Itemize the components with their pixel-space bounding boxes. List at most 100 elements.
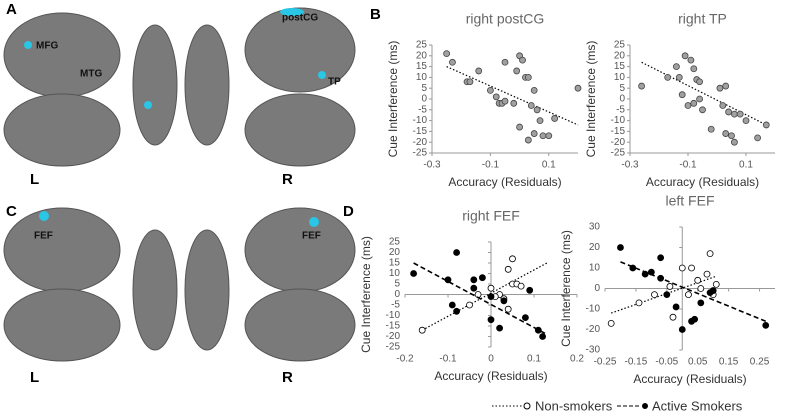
point (475, 67, 483, 75)
legend-marker (523, 402, 531, 410)
y-tick-label: -25 (386, 342, 401, 353)
point (466, 78, 474, 86)
y-tick-label: 10 (416, 72, 428, 83)
point (657, 254, 665, 262)
point (696, 95, 703, 103)
x-tick-label: -0.15 (625, 357, 648, 368)
y-tick-label: -20 (611, 137, 626, 148)
region-label: FEF (302, 231, 321, 242)
x-tick-label: -0.25 (594, 357, 617, 368)
legend-label: Non-smokers (535, 398, 613, 413)
y-tick-label: 15 (416, 61, 428, 72)
point (709, 287, 717, 294)
point (530, 130, 538, 137)
y-tick-label: 5 (421, 83, 427, 94)
point (731, 110, 738, 118)
point (524, 136, 532, 144)
y-tick-label: -10 (386, 310, 401, 321)
brain-medial-right (244, 288, 356, 362)
brain-panel-a: A MFG MTG postCG TP L R (3, 1, 356, 188)
point (641, 270, 649, 278)
point (725, 108, 732, 116)
point (678, 91, 686, 99)
activation (39, 211, 49, 221)
point (496, 324, 504, 332)
y-tick-label: -10 (611, 115, 626, 126)
y-tick-label: 30 (589, 222, 601, 233)
point (510, 99, 518, 107)
point (651, 291, 658, 299)
point (574, 84, 582, 92)
point (517, 282, 525, 290)
x-axis-label: Accuracy (Residuals) (646, 175, 759, 189)
hemisphere-label: R (282, 369, 293, 386)
point (513, 67, 521, 75)
x-axis-label: Accuracy (Residuals) (434, 369, 547, 383)
point (501, 58, 509, 66)
point (545, 132, 553, 140)
point (444, 276, 452, 284)
point (486, 86, 494, 94)
point (731, 138, 738, 146)
y-tick-label: -20 (413, 137, 428, 148)
point (539, 333, 546, 340)
point (754, 134, 761, 142)
activation (144, 101, 152, 109)
brain-lateral-right (244, 207, 356, 293)
x-axis-label: Accuracy (Residuals) (633, 372, 746, 386)
point (762, 321, 770, 329)
point (501, 97, 509, 105)
x-tick-label: -0.3 (423, 160, 441, 171)
x-tick-label: 0.1 (527, 354, 541, 365)
chart-title: right postCG (466, 11, 545, 27)
point (694, 276, 702, 284)
y-tick-label: 5 (619, 83, 625, 94)
hemisphere-label: R (282, 171, 293, 188)
point (500, 297, 508, 305)
y-axis-label: Cue Interference (ms) (584, 41, 598, 158)
trend-line (610, 275, 717, 314)
panel-letter: A (6, 1, 17, 18)
point (516, 123, 523, 131)
y-axis-label: Cue Interference (ms) (359, 236, 373, 353)
point (453, 249, 461, 256)
point (470, 284, 478, 292)
point (524, 74, 532, 81)
x-axis-label: Accuracy (Residuals) (448, 175, 561, 189)
point (699, 106, 706, 114)
trend-line (413, 262, 548, 336)
y-tick-label: 10 (389, 268, 401, 279)
y-tick-label: 0 (619, 94, 625, 105)
y-tick-label: -10 (413, 115, 428, 126)
brain-medial-left (3, 288, 121, 362)
y-tick-label: 15 (389, 258, 401, 269)
brain-top-left (132, 24, 178, 146)
y-tick-label: 0 (594, 283, 600, 294)
trend-line (421, 262, 548, 331)
y-tick-label: 25 (416, 40, 428, 51)
point (697, 285, 705, 292)
legend-marker (642, 403, 648, 409)
y-tick-label: 20 (614, 50, 626, 61)
point (530, 86, 538, 94)
point (697, 299, 705, 307)
point (509, 255, 516, 263)
y-tick-label: -10 (586, 304, 601, 315)
y-tick-label: -5 (418, 104, 427, 115)
point (449, 58, 456, 66)
point (504, 305, 512, 313)
activation (24, 41, 32, 49)
point (519, 56, 526, 64)
region-label: MFG (36, 41, 58, 52)
point (669, 313, 677, 321)
point (712, 280, 720, 288)
brain-top-left (132, 229, 178, 351)
x-tick-label: -0.1 (679, 160, 697, 171)
region-label: FEF (34, 231, 53, 242)
point (448, 301, 456, 309)
panel-letter: C (6, 203, 17, 220)
hemisphere-label: L (30, 369, 39, 386)
brain-top-right (184, 24, 230, 146)
point (690, 65, 698, 73)
